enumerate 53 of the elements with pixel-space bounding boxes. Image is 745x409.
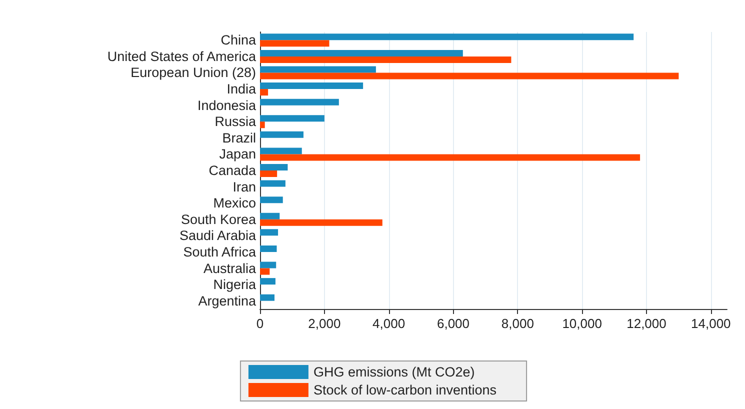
bar	[260, 268, 270, 275]
bar	[260, 164, 288, 170]
y-tick-label: Indonesia	[197, 98, 256, 113]
bar	[260, 154, 640, 161]
y-tick-label: India	[226, 82, 256, 97]
y-tick-label: China	[220, 32, 256, 48]
bar	[260, 72, 679, 80]
y-tick-label: Saudi Arabia	[179, 228, 256, 244]
bar	[260, 98, 339, 106]
bar	[260, 245, 277, 252]
y-tick-label: Japan	[219, 146, 256, 162]
x-tick-label: 6,000	[436, 316, 470, 331]
bar	[260, 180, 286, 187]
bar	[260, 34, 634, 40]
bar	[260, 89, 268, 96]
bar	[260, 196, 283, 204]
y-tick-label: Argentina	[198, 293, 256, 308]
bar	[260, 122, 265, 128]
x-tick-label: 0	[256, 316, 264, 331]
bar	[260, 170, 278, 177]
bar	[260, 56, 512, 63]
y-tick-label: South Korea	[180, 212, 256, 227]
y-tick-label: South Africa	[183, 244, 256, 260]
x-tick-label: 10,000	[562, 316, 602, 331]
y-tick-label: Brazil	[222, 130, 256, 146]
y-tick-label: Russia	[214, 114, 256, 130]
y-tick-label: Iran	[232, 179, 256, 194]
bar	[260, 82, 364, 90]
x-tick-label: 14,000	[691, 316, 731, 331]
bar	[260, 294, 274, 301]
y-tick-label: Nigeria	[213, 277, 256, 292]
bar	[260, 148, 302, 154]
legend-label: GHG emissions (Mt CO2e)	[313, 364, 475, 380]
y-tick-label: Australia	[203, 260, 256, 276]
legend-label: Stock of low-carbon inventions	[313, 382, 497, 398]
x-tick-label: 12,000	[626, 316, 666, 331]
x-tick-label: 4,000	[372, 316, 406, 331]
bar	[260, 229, 278, 236]
y-tick-label: European Union (28)	[130, 65, 256, 80]
bar	[260, 219, 382, 226]
bar	[260, 50, 463, 56]
bar	[260, 115, 324, 122]
bar	[260, 262, 276, 268]
y-tick-label: Mexico	[213, 196, 256, 211]
bar	[260, 278, 276, 285]
bar	[260, 66, 376, 73]
bar	[260, 40, 330, 47]
y-tick-label: Canada	[208, 163, 256, 178]
bar	[260, 212, 280, 220]
x-tick-label: 8,000	[501, 316, 534, 331]
x-tick-label: 2,000	[308, 316, 341, 331]
bar	[260, 131, 304, 138]
y-tick-label: United States of America	[107, 48, 256, 64]
